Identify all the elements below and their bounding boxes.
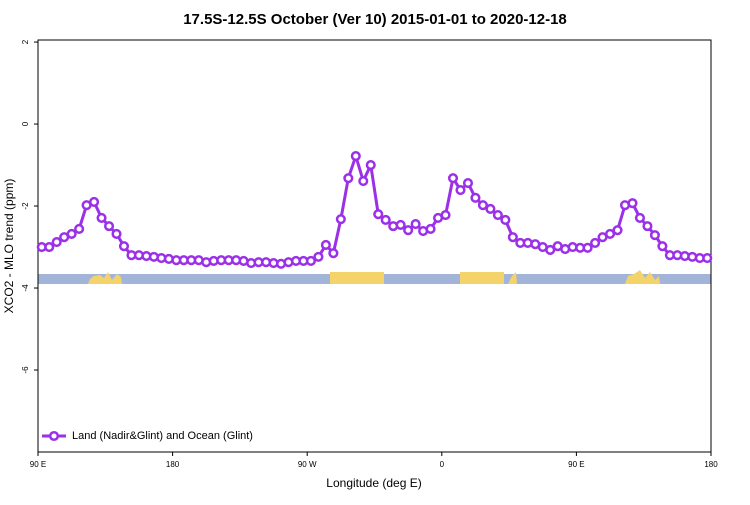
point [365, 159, 376, 171]
point [455, 184, 466, 196]
point [642, 221, 653, 232]
point [649, 230, 660, 241]
point [440, 209, 451, 221]
point [111, 228, 122, 239]
point [477, 200, 488, 211]
point [590, 237, 601, 248]
point [634, 212, 646, 223]
point [373, 209, 384, 220]
point [425, 223, 436, 235]
point [343, 173, 354, 184]
point [403, 225, 414, 236]
y-tick-label: -6 [21, 366, 30, 374]
point [305, 255, 316, 267]
point [320, 239, 331, 251]
point [657, 241, 668, 252]
x-tick-label: 0 [440, 460, 445, 469]
x-tick-label: 90 W [298, 460, 317, 469]
point [492, 209, 503, 221]
point [89, 196, 100, 207]
x-tick-label: 180 [704, 460, 718, 469]
point [44, 241, 55, 253]
chart-title: 17.5S-12.5S October (Ver 10) 2015-01-01 … [183, 11, 567, 28]
point [702, 253, 713, 264]
point [51, 237, 62, 248]
x-axis-label: Longitude (deg E) [326, 476, 421, 490]
point [350, 150, 361, 162]
point [627, 198, 638, 209]
point [545, 244, 556, 255]
point [485, 203, 496, 214]
x-tick-label: 90 E [568, 460, 584, 469]
point [507, 232, 518, 243]
y-tick-label: 2 [21, 39, 30, 44]
point [328, 248, 339, 259]
legend-label: Land (Nadir&Glint) and Ocean (Glint) [72, 430, 253, 442]
x-tick-label: 90 E [30, 460, 46, 469]
y-tick-label: -2 [21, 202, 30, 210]
point [395, 219, 406, 230]
point [612, 225, 623, 236]
point [582, 242, 593, 253]
point [470, 192, 481, 203]
point [103, 221, 115, 232]
point [66, 228, 77, 239]
point [96, 212, 107, 223]
y-tick-label: -4 [21, 284, 30, 292]
point [605, 228, 616, 239]
land-ocean-strip [38, 270, 711, 284]
plot-frame [37, 39, 712, 453]
point [500, 214, 511, 226]
point [447, 173, 459, 184]
x-tick-label: 180 [166, 460, 180, 469]
series-line [41, 151, 708, 266]
point [410, 219, 421, 230]
point [380, 214, 391, 226]
y-tick-label: 0 [21, 121, 30, 126]
point [118, 241, 130, 252]
point [74, 223, 85, 235]
legend-marker [48, 430, 60, 442]
point [462, 178, 474, 189]
point [313, 251, 324, 262]
point [335, 214, 346, 225]
y-axis-label: XCO2 - MLO trend (ppm) [2, 179, 16, 314]
point [358, 175, 369, 187]
